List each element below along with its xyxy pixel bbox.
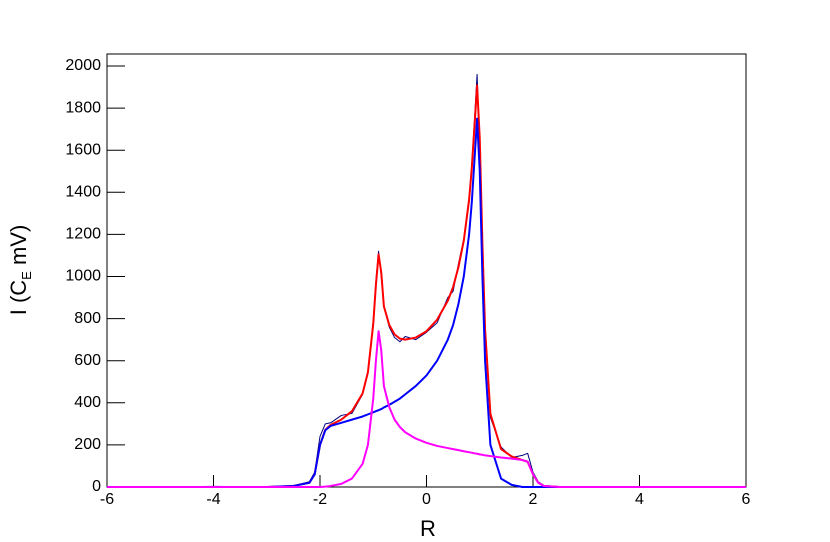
- y-label-main: I (C: [6, 280, 31, 316]
- fit-curve: [107, 330, 746, 488]
- y-tick-label: 400: [74, 394, 101, 411]
- y-axis-label: I (CE mV): [6, 225, 35, 316]
- x-tick-label: 2: [529, 491, 538, 508]
- y-tick-label: 200: [74, 436, 101, 453]
- y-tick-label: 2000: [65, 57, 101, 74]
- x-tick-label: -4: [206, 491, 220, 508]
- y-tick-label: 1800: [65, 99, 101, 116]
- x-tick-label: -2: [313, 491, 327, 508]
- x-tick-label: 0: [422, 491, 431, 508]
- y-tick-label: 800: [74, 310, 101, 327]
- data-trace: [106, 73, 747, 488]
- x-axis-label: R: [420, 516, 436, 541]
- fit-curve: [107, 117, 746, 488]
- y-label-sub: E: [19, 271, 34, 280]
- y-tick-label: 600: [74, 352, 101, 369]
- y-tick-label: 0: [92, 478, 101, 495]
- y-tick-label: 1000: [65, 268, 101, 285]
- x-tick-label: 4: [635, 491, 644, 508]
- plot-frame: [106, 53, 747, 488]
- x-tick-label: 6: [742, 491, 751, 508]
- y-tick-label: 1200: [65, 226, 101, 243]
- x-tick-label: -6: [100, 491, 114, 508]
- y-label-end: mV): [6, 225, 31, 271]
- y-tick-label: 1400: [65, 184, 101, 201]
- fit-curve: [107, 84, 746, 488]
- y-tick-label: 1600: [65, 141, 101, 158]
